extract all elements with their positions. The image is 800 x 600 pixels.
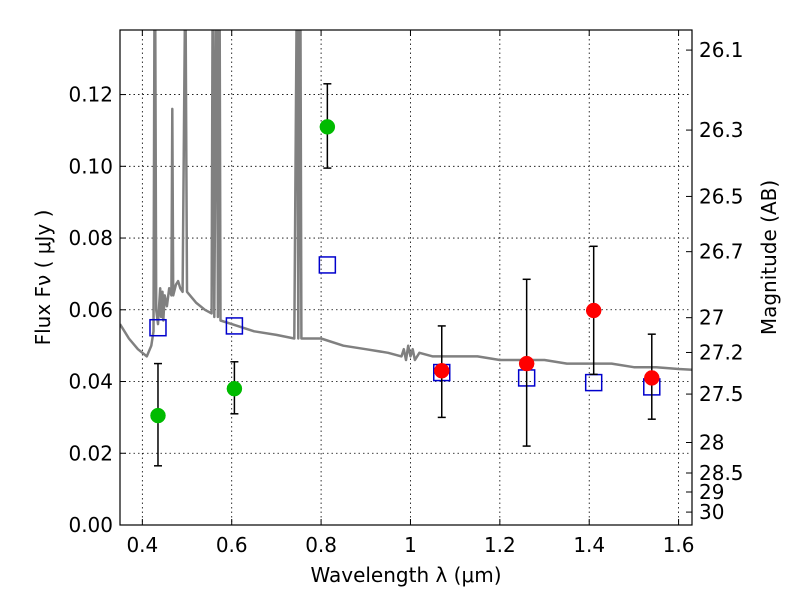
plot-frame [119,29,693,526]
sed-template-line [120,30,692,371]
y2-tick-label: 28 [699,431,724,455]
model-square-marker [149,318,167,337]
y2-tick-label: 26.1 [699,38,744,62]
model-square-marker [225,317,244,335]
y-tick-label: 0.04 [68,370,113,394]
sed-template-layer [120,30,692,371]
y2-axis-label: Magnitude (AB) [757,180,781,335]
y2-tick-label: 27 [699,306,724,330]
data-points-layer [149,83,661,467]
y2-tick-label: 26.3 [699,118,744,142]
y-tick-label: 0.12 [68,83,113,107]
x-tick-label: 0.8 [305,533,337,557]
photometry-point [434,363,450,379]
y2-tick-label: 30 [699,500,724,524]
y-tick-label: 0.06 [68,298,113,322]
photometry-point [518,355,535,372]
y2-tick-label: 26.7 [699,240,744,264]
y-tick-label: 0.02 [68,441,113,465]
y2-tick-label: 29 [699,480,724,504]
x-tick-label: 0.6 [216,533,248,557]
ticks: 0.4 0.6 0.8 1 1.2 1.4 1.6 0.00 0.02 0.04 0.06 0.08 0… [68,30,744,557]
model-square-marker [318,256,337,274]
photometry-point [150,407,166,424]
x-tick-label: 0.4 [126,533,158,557]
y-tick-label: 0.10 [68,154,113,178]
x-tick-label: 1.2 [484,533,516,557]
y-tick-label: 0.08 [68,226,113,250]
x-tick-label: 1.6 [663,533,695,557]
x-tick-label: 1 [404,533,417,557]
x-axis-label: Wavelength λ (μm) [310,563,501,587]
x-tick-label: 1.4 [573,533,605,557]
y-tick-label: 0.00 [68,513,113,537]
y2-tick-label: 27.2 [699,340,744,364]
photometry-point [319,119,336,135]
y2-tick-label: 27.5 [699,382,744,406]
model-square-marker [584,373,603,392]
grid [120,30,692,526]
photometry-point [226,380,243,397]
y-axis-label: Flux Fν ( μJy ) [31,210,55,346]
y2-tick-label: 28.5 [699,461,744,485]
y2-tick-label: 26.5 [699,184,744,208]
photometry-point [644,370,660,386]
photometry-point [585,302,602,319]
